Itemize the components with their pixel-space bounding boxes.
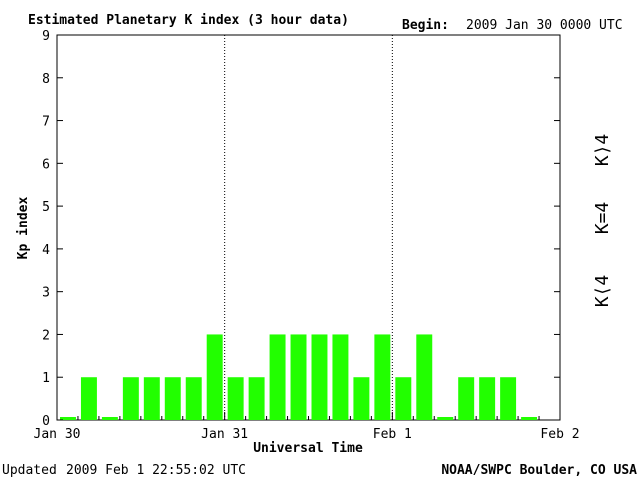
y-tick-label: 4 xyxy=(42,243,50,258)
x-tick-label: Jan 30 xyxy=(34,427,81,442)
kp-bar xyxy=(500,377,517,420)
kp-bar xyxy=(521,417,538,420)
legend-k-less-4: K⟨4 xyxy=(592,275,613,308)
kp-bar xyxy=(437,417,454,420)
kp-bar xyxy=(269,334,286,420)
kp-bar xyxy=(122,377,139,420)
kp-bar xyxy=(248,377,265,420)
kp-bar xyxy=(290,334,307,420)
y-tick-label: 9 xyxy=(42,29,50,44)
kp-bar xyxy=(416,334,433,420)
kp-bar xyxy=(227,377,244,420)
kp-bar xyxy=(479,377,496,420)
y-tick-label: 8 xyxy=(42,72,50,87)
chart-title: Estimated Planetary K index (3 hour data… xyxy=(28,13,349,28)
y-axis-ticks: 0 1 2 3 4 5 6 7 8 9 xyxy=(42,29,560,429)
kp-bar xyxy=(311,334,328,420)
y-tick-label: 1 xyxy=(42,371,50,386)
kp-bar xyxy=(101,417,118,420)
kp-bar xyxy=(60,417,76,420)
plot-area xyxy=(56,34,561,421)
y-tick-label: 7 xyxy=(42,115,50,130)
kp-bar xyxy=(374,334,391,420)
kp-bar xyxy=(353,377,370,420)
bar-series xyxy=(60,334,538,420)
y-tick-label: 2 xyxy=(42,328,50,343)
y-tick-label: 3 xyxy=(42,286,50,301)
kp-bar xyxy=(80,377,97,420)
x-axis-label: Universal Time xyxy=(253,441,363,456)
updated-label: Updated xyxy=(2,463,57,478)
legend: K⟩4 K=4 K⟨4 xyxy=(592,134,613,308)
day-divider-lines xyxy=(224,35,393,420)
x-tick-label: Feb 2 xyxy=(540,427,579,442)
y-tick-label: 6 xyxy=(42,157,50,172)
x-tick-label: Jan 31 xyxy=(201,427,248,442)
y-axis-label: Kp index xyxy=(16,197,31,260)
kp-bar xyxy=(458,377,475,420)
begin-label: Begin: xyxy=(402,18,449,33)
kp-bar xyxy=(143,377,160,420)
source-credit: NOAA/SWPC Boulder, CO USA xyxy=(441,463,637,478)
kp-bar xyxy=(395,377,412,420)
y-tick-label: 0 xyxy=(42,414,50,429)
updated-value: 2009 Feb 1 22:55:02 UTC xyxy=(66,463,246,478)
legend-k-greater-4: K⟩4 xyxy=(592,134,613,167)
kp-bar xyxy=(206,334,223,420)
legend-k-equal-4: K=4 xyxy=(592,202,613,235)
kp-bar xyxy=(185,377,202,420)
kp-bar xyxy=(164,377,181,420)
x-tick-label: Feb 1 xyxy=(373,427,412,442)
x-axis-ticks: Jan 30 Jan 31 Feb 1 Feb 2 xyxy=(34,412,580,442)
begin-value: 2009 Jan 30 0000 UTC xyxy=(466,18,623,33)
y-tick-label: 5 xyxy=(42,200,50,215)
kp-bar xyxy=(332,334,349,420)
